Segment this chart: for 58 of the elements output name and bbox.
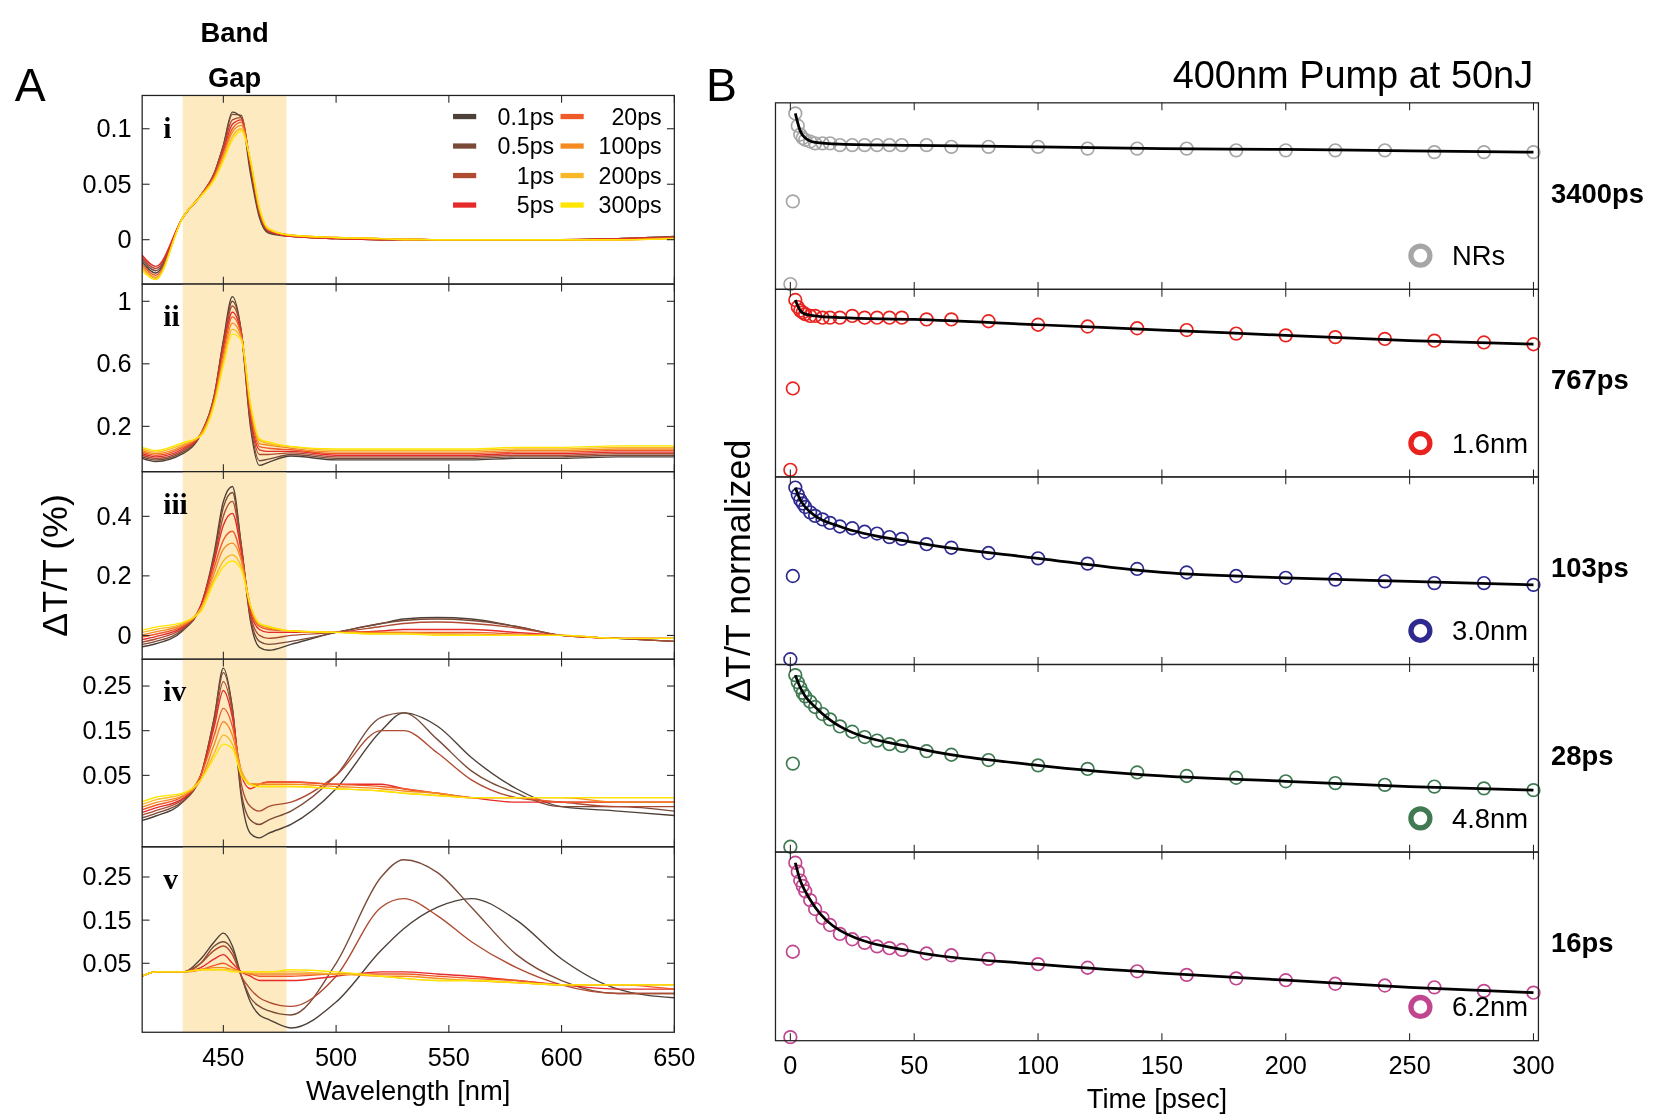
y-tick-label: 0.15 — [82, 716, 132, 745]
y-tick-label: 0.25 — [82, 862, 132, 891]
x-tick-label: 550 — [427, 1042, 470, 1071]
x-tick-label: 250 — [1388, 1051, 1431, 1080]
y-axis-title: ΔT/T normalized — [718, 439, 759, 702]
legend-label: 0.5ps — [497, 133, 555, 160]
y-tick-label: 0.2 — [96, 561, 132, 590]
annotation: i — [163, 111, 172, 144]
legend-label: NRs — [1452, 240, 1506, 272]
text: 767ps — [1551, 364, 1629, 396]
x-tick-label: 650 — [653, 1042, 696, 1071]
text: 16ps — [1551, 927, 1614, 959]
x-tick-label: 450 — [202, 1042, 245, 1071]
band-label: Band Gap — [200, 16, 269, 94]
legend-label: 6.2nm — [1452, 991, 1529, 1023]
legend-label: 1ps — [516, 162, 555, 189]
legend-label: 300ps — [598, 192, 662, 219]
y-tick-label: 0 — [117, 620, 132, 649]
text: 103ps — [1551, 552, 1629, 584]
legend-label: 100ps — [598, 133, 662, 160]
legend-label: 20ps — [611, 103, 662, 130]
y-tick-label: 1 — [117, 286, 132, 315]
x-tick-label: 0 — [783, 1051, 798, 1080]
y-tick-label: 0.2 — [96, 411, 132, 440]
text: 3400ps — [1551, 177, 1644, 209]
y-tick-label: 0.1 — [96, 114, 132, 143]
x-tick-label: 300 — [1512, 1051, 1555, 1080]
legend-label: 5ps — [516, 192, 555, 219]
legend-label: 4.8nm — [1452, 802, 1529, 834]
x-axis-title: Wavelength [nm] — [306, 1074, 511, 1106]
y-tick-label: 0.05 — [82, 169, 132, 198]
text: 28ps — [1551, 739, 1614, 771]
y-tick-label: 0.6 — [96, 349, 132, 378]
text: B — [705, 58, 737, 111]
x-axis-title: Time [psec] — [1086, 1083, 1228, 1115]
legend-label: 200ps — [598, 162, 662, 189]
y-tick-label: 0.4 — [96, 501, 132, 530]
legend-label: 3.0nm — [1452, 615, 1529, 647]
y-tick-label: 0.25 — [82, 671, 132, 700]
y-tick-label: 0.15 — [82, 905, 132, 934]
text: A — [14, 58, 46, 111]
y-axis-title: ΔT/T (%) — [35, 494, 76, 637]
annotation: iii — [163, 487, 188, 520]
y-tick-label: 0.05 — [82, 948, 132, 977]
x-tick-label: 200 — [1264, 1051, 1307, 1080]
x-tick-label: 500 — [315, 1042, 358, 1071]
x-tick-label: 50 — [900, 1051, 929, 1080]
annotation: v — [163, 862, 179, 895]
x-tick-label: 600 — [540, 1042, 583, 1071]
y-tick-label: 0.05 — [82, 760, 132, 789]
annotation: iv — [163, 675, 187, 708]
x-tick-label: 100 — [1016, 1051, 1060, 1080]
legend-label: 0.1ps — [497, 103, 555, 130]
y-tick-label: 0 — [117, 225, 132, 254]
x-tick-label: 150 — [1140, 1051, 1183, 1080]
legend-label: 1.6nm — [1452, 427, 1529, 459]
annotation: ii — [163, 300, 180, 333]
chart-title: 400nm Pump at 50nJ — [1172, 54, 1534, 97]
